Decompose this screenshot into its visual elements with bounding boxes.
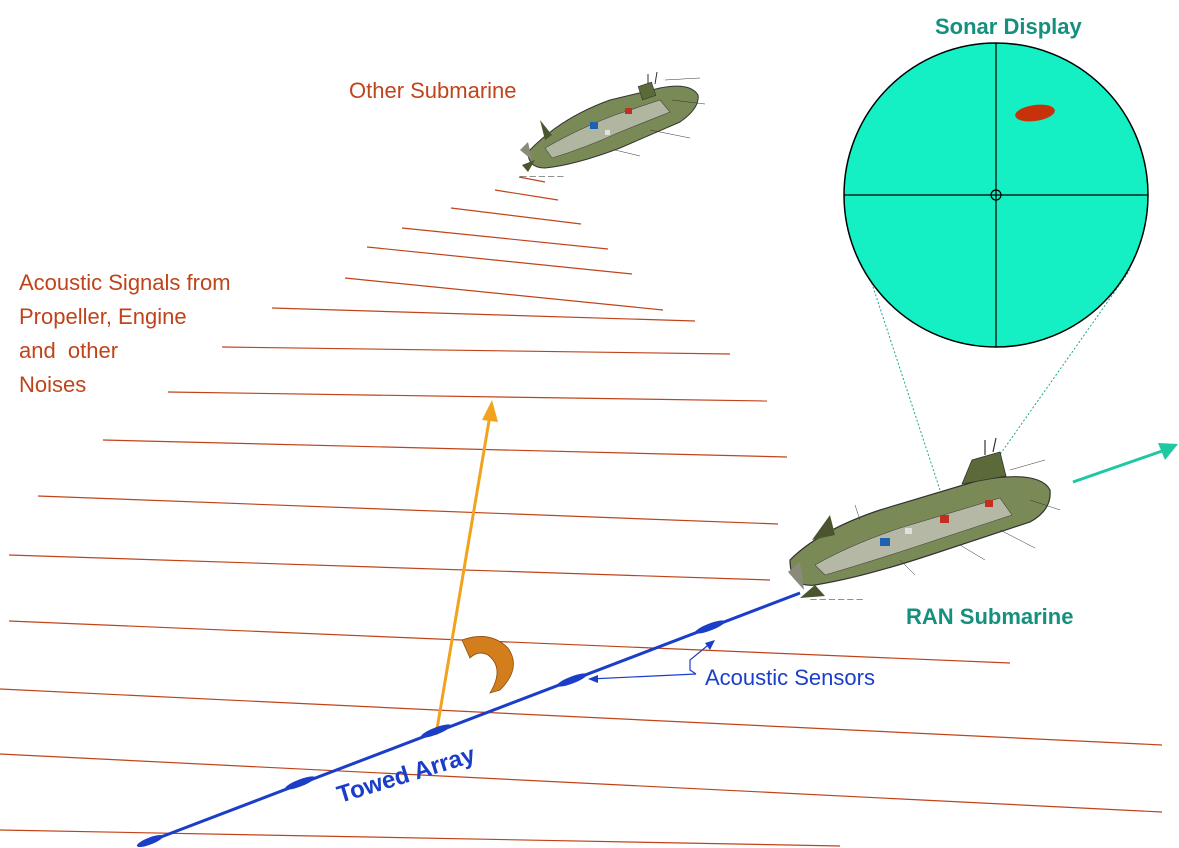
acoustic-signals-label-line-2: Propeller, Engine [19,304,187,329]
bearing-arrow [434,400,498,736]
acoustic-sensor-node [421,724,451,738]
acoustic-signals-label-line-4: Noises [19,372,87,397]
other-submarine-label: Other Submarine [349,78,517,103]
towed-array-label: Towed Array [334,741,479,809]
wavefront-line [0,753,1163,813]
wavefront-line [366,246,633,275]
wavefront-line [8,620,1011,664]
svg-text:— — — — — —: — — — — — — [810,595,863,603]
wavefront-line [0,829,841,847]
wavefront-line [0,688,1163,746]
wavefront-line [518,176,546,183]
acoustic-signals-label-line-1: Acoustic Signals from [19,270,231,295]
sonar-display [843,42,1149,491]
wavefront-line [450,207,582,225]
wavefront-line [494,189,559,201]
acoustic-sensor-node [285,776,315,790]
acoustic-sensor-node [136,835,164,847]
wavefront-line [344,277,664,311]
wavefront-line [102,439,788,458]
acoustic-sensor-node [695,620,725,634]
sensor-pointer [588,640,715,683]
wavefront-line [271,307,696,322]
sonar-center-ring [990,189,1002,201]
wavefront-line [8,554,771,581]
wavefront-line [167,391,768,402]
other-submarine-icon: — — — — — [520,71,706,180]
ran-submarine-icon: — — — — — — [788,437,1061,603]
acoustic-signals-label-line-3: and other [19,338,119,363]
acoustic-sensors-label: Acoustic Sensors [705,665,875,690]
towed-array-cable [136,591,801,847]
svg-text:— — — — —: — — — — — [520,172,564,180]
wavefront-line [37,495,779,525]
acoustic-signal-wavefronts [0,176,1163,847]
zoom-guide-line [974,269,1131,491]
heading-arrow [1072,443,1178,484]
sonar-target-blip [1015,104,1055,122]
wavefront-line [221,346,731,355]
sonar-display-title: Sonar Display [935,14,1082,39]
curved-arrow-icon [461,636,514,694]
acoustic-sensor-node [557,673,587,687]
ran-submarine-label: RAN Submarine [906,604,1074,629]
wavefront-line [401,227,609,250]
